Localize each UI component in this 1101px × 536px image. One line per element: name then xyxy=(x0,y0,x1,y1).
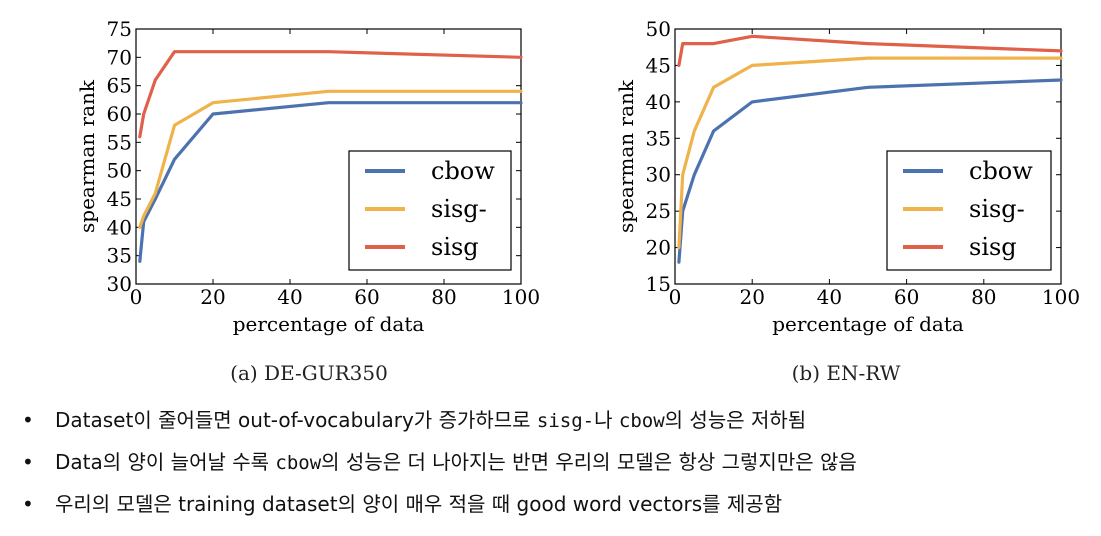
bullet-dot: • xyxy=(22,492,34,516)
bullet-dot: • xyxy=(22,450,34,474)
plot-frame xyxy=(674,28,1062,285)
y-tick-label: 20 xyxy=(646,236,671,260)
x-tick-label: 80 xyxy=(431,285,456,309)
bullet-item: • 우리의 모델은 training dataset의 양이 매우 적을 때 go… xyxy=(0,488,1101,530)
x-tick-label: 100 xyxy=(502,285,540,309)
code-text: sisg- xyxy=(536,410,595,432)
bullet-text: Dataset이 줄어들면 out-of-vocabulary가 증가하므로 xyxy=(55,408,537,432)
bullet-item: • Data의 양이 늘어날 수록 cbow의 성능은 더 나아지는 반면 우리의… xyxy=(0,446,1101,488)
legend-label: sisg- xyxy=(431,195,487,223)
x-axis-label: percentage of data xyxy=(233,312,425,336)
y-tick-label: 55 xyxy=(107,130,132,154)
x-tick-label: 60 xyxy=(354,285,379,309)
series-line-cbow xyxy=(138,101,523,263)
chart-caption: (b) EN-RW xyxy=(792,361,901,385)
y-tick-label: 75 xyxy=(107,17,132,41)
legend: cbow sisg-sisg xyxy=(886,150,1052,271)
bullet-text: 나 xyxy=(594,408,619,432)
bullet-text: Data의 양이 늘어날 수록 xyxy=(55,450,276,474)
bullet-text: 우리의 모델은 training dataset의 양이 매우 적을 때 goo… xyxy=(55,492,783,516)
x-tick-label: 20 xyxy=(200,285,225,309)
y-tick-label: 15 xyxy=(646,272,671,296)
bullet-item: • Dataset이 줄어들면 out-of-vocabulary가 증가하므로 … xyxy=(0,404,1101,446)
code-text: cbow xyxy=(275,452,322,474)
y-tick-label: 60 xyxy=(107,102,132,126)
x-tick-label: 100 xyxy=(1042,285,1080,309)
legend: cbow sisg-sisg xyxy=(348,150,512,271)
y-tick-label: 45 xyxy=(107,187,132,211)
x-tick-label: 40 xyxy=(277,285,302,309)
legend-label: cbow xyxy=(431,157,495,185)
series-line-sisg-minus xyxy=(677,56,1063,250)
bullet-dot: • xyxy=(22,408,34,432)
y-tick-label: 50 xyxy=(107,159,132,183)
series-line-sisg xyxy=(138,50,523,139)
y-tick-label: 35 xyxy=(646,126,671,150)
chart-panel-en-rw: 0 20 40 60 80 100 15 20 25 30 35 40 45 50 percentage o… xyxy=(614,17,1080,385)
x-axis-label: percentage of data xyxy=(772,312,964,336)
bullet-text: 의 성능은 저하됨 xyxy=(664,408,807,432)
y-tick-label: 30 xyxy=(646,163,671,187)
bullet-text: 의 성능은 더 나아지는 반면 우리의 모델은 항상 그렇지만은 않음 xyxy=(321,450,857,474)
y-tick-label: 65 xyxy=(107,74,132,98)
chart-panel-de-gur350: 0 20 40 60 80 100 30 35 40 45 50 55 60 65 70 75 percenta… xyxy=(75,17,540,385)
x-tick-label: 60 xyxy=(894,285,919,309)
x-tick-label: 0 xyxy=(130,285,143,309)
y-tick-label: 70 xyxy=(107,45,132,69)
y-tick-label: 40 xyxy=(646,90,671,114)
y-tick-label: 35 xyxy=(107,244,132,268)
series-line-sisg-minus xyxy=(138,89,523,229)
y-axis-label: spearman rank xyxy=(614,79,638,233)
y-tick-label: 25 xyxy=(646,199,671,223)
x-tick-label: 0 xyxy=(669,285,682,309)
legend-label: sisg- xyxy=(969,195,1025,223)
series-line-cbow xyxy=(677,78,1063,264)
x-tick-label: 80 xyxy=(971,285,996,309)
series-line-sisg xyxy=(677,34,1063,68)
chart-caption: (a) DE-GUR350 xyxy=(230,361,388,385)
code-text: cbow xyxy=(618,410,665,432)
y-tick-label: 45 xyxy=(646,53,671,77)
y-tick-label: 40 xyxy=(107,215,132,239)
y-axis-label: spearman rank xyxy=(75,79,99,233)
legend-label: cbow xyxy=(969,157,1033,185)
legend-label: sisg xyxy=(969,233,1017,261)
x-tick-label: 20 xyxy=(739,285,764,309)
plot-frame xyxy=(135,28,522,285)
y-tick-label: 50 xyxy=(646,17,671,41)
legend-label: sisg xyxy=(431,233,479,261)
y-tick-label: 30 xyxy=(107,272,132,296)
bullet-list: • Dataset이 줄어들면 out-of-vocabulary가 증가하므로 … xyxy=(0,404,1101,530)
x-tick-label: 40 xyxy=(817,285,842,309)
charts-area: 0 20 40 60 80 100 30 35 40 45 50 55 60 65 70 75 percenta… xyxy=(75,17,1080,385)
